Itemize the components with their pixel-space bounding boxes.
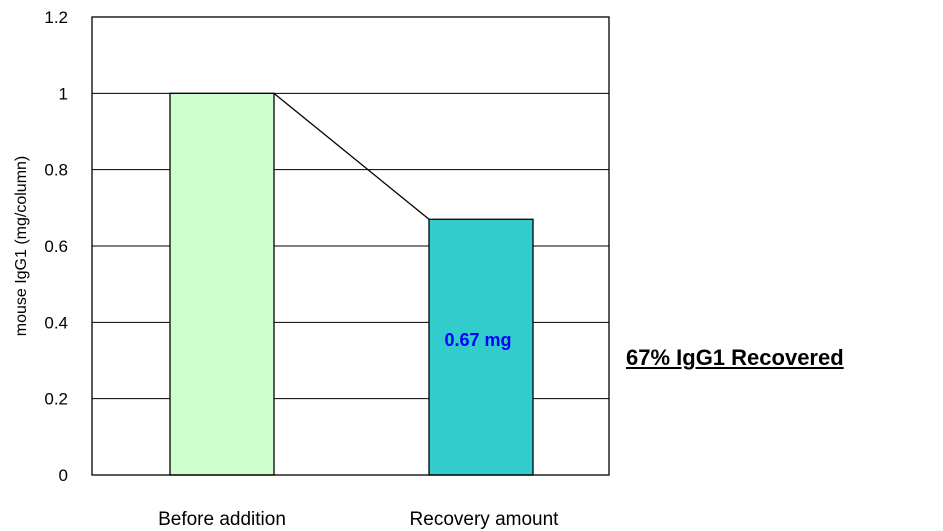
y-tick-label: 1.2 <box>44 8 68 27</box>
x-category-label: Before addition <box>158 509 286 530</box>
y-tick-label: 0.2 <box>44 390 68 409</box>
bars <box>169 92 534 476</box>
y-tick-label: 0.6 <box>44 237 68 256</box>
data-label-recovery: 0.67 mg <box>444 330 511 350</box>
bar-before-addition <box>169 92 275 476</box>
bar-recovery-amount <box>428 218 534 476</box>
x-category-label: Recovery amount <box>410 509 560 530</box>
plot-area-frame <box>91 16 610 476</box>
recovery-annotation: 67% IgG1 Recovered <box>626 345 844 370</box>
y-tick-labels: 0 0.2 0.4 0.6 0.8 1 1.2 <box>44 8 68 485</box>
y-axis-label: mouse IgG1 (mg/column) <box>13 156 30 337</box>
y-tick-label: 0.8 <box>44 161 68 180</box>
y-tick-label: 0.4 <box>44 313 68 332</box>
x-category-labels: Before addition Recovery amount <box>158 509 559 530</box>
y-tick-label: 1 <box>59 84 68 103</box>
y-tick-label: 0 <box>59 466 68 485</box>
connector-line <box>273 92 430 220</box>
